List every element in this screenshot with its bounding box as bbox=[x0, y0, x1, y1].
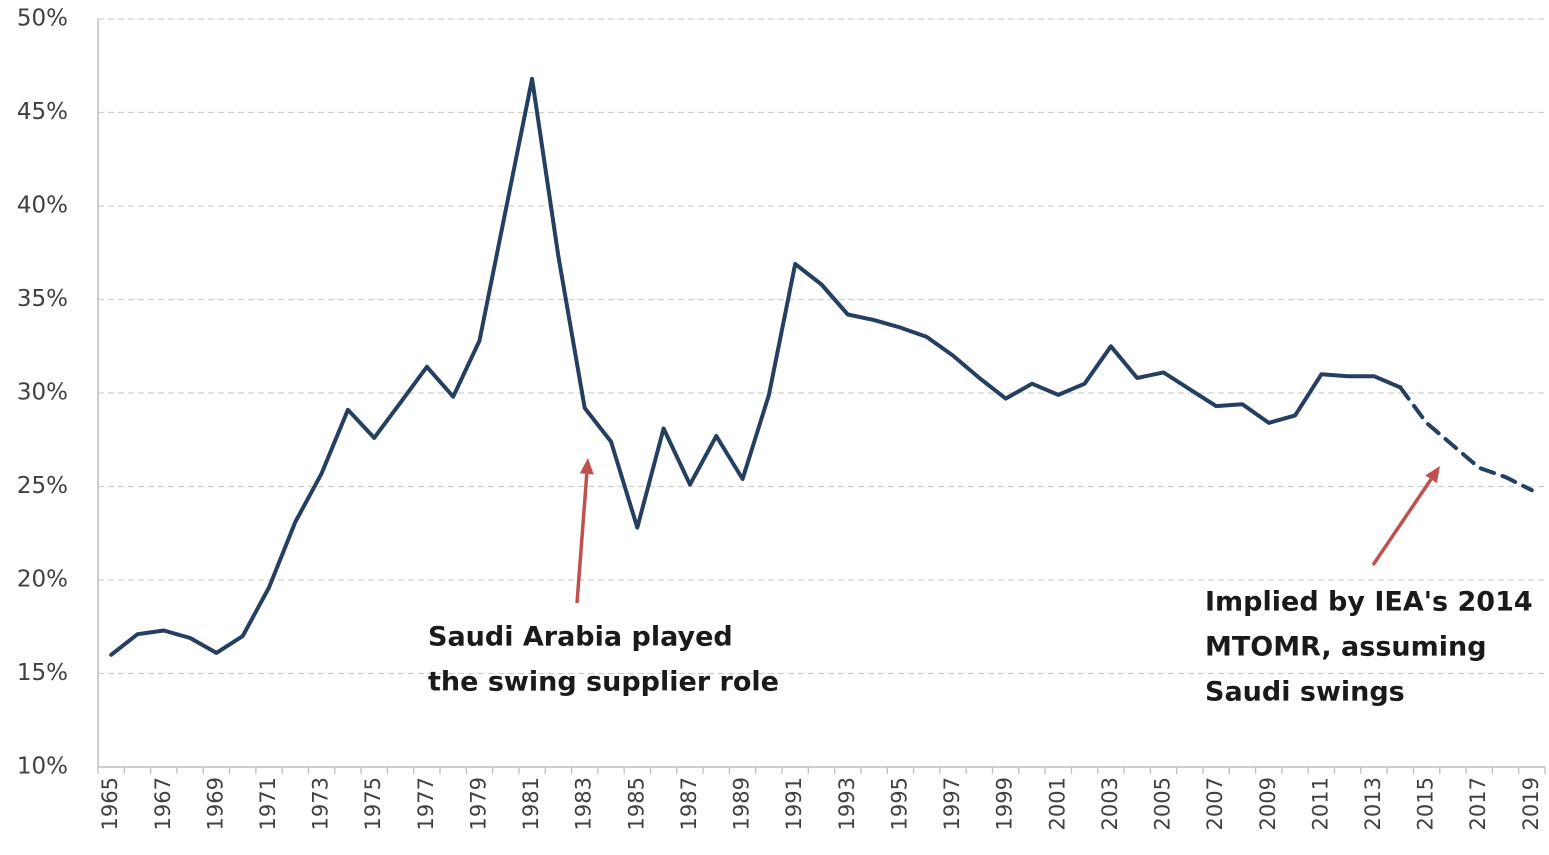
x-tick-label: 2019 bbox=[1519, 777, 1543, 830]
x-tick-label: 2007 bbox=[1203, 777, 1227, 830]
annotation-text: Saudi swings bbox=[1205, 677, 1405, 708]
line-series bbox=[1398, 385, 1534, 493]
x-tick-label: 1971 bbox=[256, 777, 280, 830]
x-tick-label: 1973 bbox=[309, 777, 333, 830]
x-tick-label: 1981 bbox=[519, 777, 543, 830]
x-tick-label: 1967 bbox=[151, 777, 175, 830]
y-tick-label: 40% bbox=[17, 193, 68, 219]
y-tick-label: 45% bbox=[17, 99, 68, 125]
y-tick-label: 50% bbox=[17, 6, 68, 32]
y-tick-label: 25% bbox=[17, 473, 68, 499]
annotation-text: Saudi Arabia played bbox=[428, 622, 733, 653]
x-tick-label: 2011 bbox=[1308, 777, 1332, 830]
x-tick-label: 1999 bbox=[993, 777, 1017, 830]
annotation-text: MTOMR, assuming bbox=[1205, 632, 1487, 663]
x-tick-label: 1995 bbox=[887, 777, 911, 830]
x-tick-label: 2003 bbox=[1098, 777, 1122, 830]
x-tick-label: 1983 bbox=[572, 777, 596, 830]
line-series bbox=[109, 76, 1403, 657]
x-tick-label: 2001 bbox=[1045, 777, 1069, 830]
x-tick-label: 1975 bbox=[361, 777, 385, 830]
x-tick-label: 2017 bbox=[1466, 777, 1490, 830]
x-tick-label: 1985 bbox=[624, 777, 648, 830]
annotation-arrow bbox=[1371, 478, 1433, 566]
y-tick-label: 20% bbox=[17, 567, 68, 593]
annotation-arrowhead bbox=[1425, 466, 1440, 484]
x-tick-label: 1987 bbox=[677, 777, 701, 830]
x-tick-label: 1989 bbox=[730, 777, 754, 830]
x-tick-label: 1997 bbox=[940, 777, 964, 830]
x-tick-label: 1977 bbox=[414, 777, 438, 830]
x-tick-label: 1969 bbox=[203, 777, 227, 830]
x-tick-label: 1991 bbox=[782, 777, 806, 830]
annotation-text: the swing supplier role bbox=[428, 667, 779, 698]
x-tick-label: 1993 bbox=[835, 777, 859, 830]
x-tick-label: 1979 bbox=[466, 777, 490, 830]
y-tick-label: 15% bbox=[17, 660, 68, 686]
annotation-arrow bbox=[575, 473, 589, 604]
y-tick-label: 30% bbox=[17, 380, 68, 406]
annotation-arrowhead bbox=[579, 458, 594, 475]
x-tick-label: 2009 bbox=[1256, 777, 1280, 830]
y-tick-label: 10% bbox=[17, 754, 68, 780]
x-tick-label: 2013 bbox=[1361, 777, 1385, 830]
x-tick-label: 2005 bbox=[1151, 777, 1175, 830]
annotation-text: Implied by IEA's 2014 bbox=[1205, 587, 1533, 618]
y-tick-label: 35% bbox=[17, 286, 68, 312]
x-tick-label: 2015 bbox=[1414, 777, 1438, 830]
x-tick-label: 1965 bbox=[98, 777, 122, 830]
